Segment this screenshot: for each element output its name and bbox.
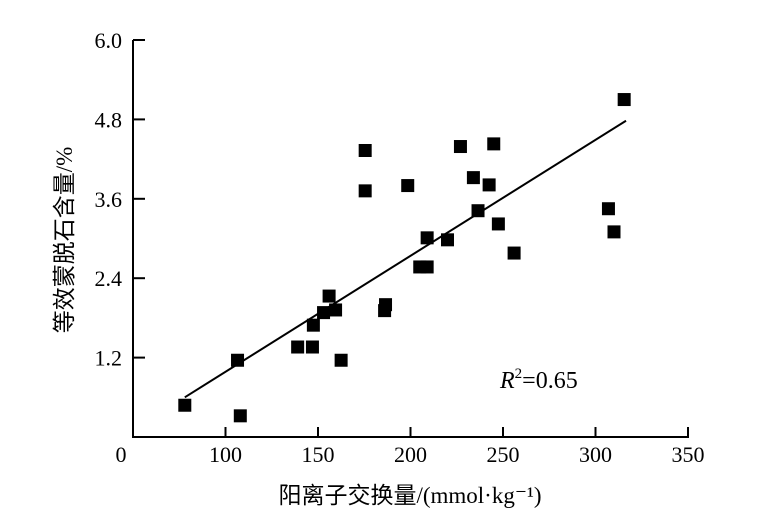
x-tick-label: 200 [394, 442, 427, 467]
data-point [334, 353, 348, 367]
x-tick-label: 250 [487, 442, 520, 467]
y-tick-label: 1.2 [95, 346, 123, 371]
data-point [471, 204, 485, 218]
data-point [358, 143, 372, 157]
r-squared-annotation: R2=0.65 [499, 366, 578, 394]
trendline [184, 119, 627, 399]
data-point [601, 202, 615, 216]
data-point [420, 260, 434, 274]
x-tick-label: 150 [302, 442, 335, 467]
x-axis-label: 阳离子交换量/(mmol·kg⁻¹) [278, 483, 541, 508]
r-value: =0.65 [522, 368, 578, 394]
data-point [305, 340, 319, 354]
data-point [491, 217, 505, 231]
data-point [482, 178, 496, 192]
y-tick-label: 3.6 [95, 187, 123, 212]
y-axis-label: 等效蒙脱石含量/% [52, 147, 77, 334]
data-point [329, 303, 343, 317]
data-point [607, 225, 621, 239]
x-tick-label: 350 [672, 442, 705, 467]
data-point [617, 93, 631, 107]
origin-label: 0 [116, 442, 127, 467]
data-point [178, 398, 192, 412]
r-label: R [499, 368, 515, 394]
data-point [420, 231, 434, 245]
data-point [441, 233, 454, 247]
data-point [322, 289, 336, 303]
data-point [466, 171, 480, 185]
data-point [453, 140, 467, 154]
data-point [317, 306, 331, 320]
data-point [507, 246, 521, 260]
x-tick-label: 300 [579, 442, 612, 467]
data-point [358, 184, 372, 198]
data-point [487, 137, 501, 151]
x-tick-label: 100 [209, 442, 242, 467]
y-tick-label: 6.0 [95, 28, 123, 53]
data-point [233, 409, 247, 423]
data-point [306, 318, 320, 332]
data-point [231, 353, 245, 367]
data-point [291, 340, 305, 354]
data-point [379, 298, 393, 312]
data-point [401, 179, 415, 193]
r-superscript: 2 [515, 366, 523, 382]
y-tick-label: 2.4 [95, 266, 123, 291]
y-tick-label: 4.8 [95, 107, 123, 132]
